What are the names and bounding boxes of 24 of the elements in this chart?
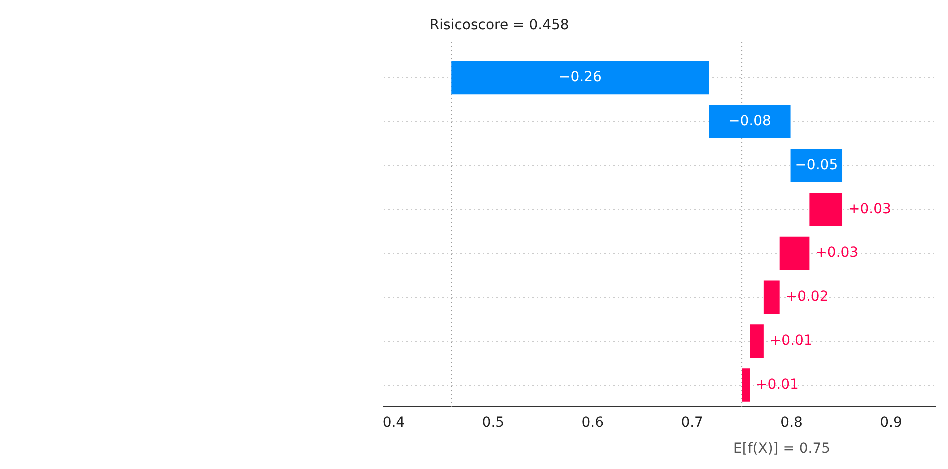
data-label: −0.05 — [795, 157, 838, 174]
bar — [764, 280, 780, 314]
data-label: −0.26 — [558, 70, 602, 86]
ref-line-label: Risicoscore = 0.458 — [430, 18, 570, 34]
x-tick-label: 0.9 — [880, 415, 902, 432]
bar — [742, 368, 750, 402]
x-tick-label: 0.8 — [780, 415, 803, 432]
x-tick-label: 0.4 — [382, 415, 406, 432]
bar — [709, 105, 791, 139]
bar — [810, 192, 843, 226]
data-label: +0.01 — [770, 332, 813, 349]
bar — [750, 324, 764, 358]
data-label: −0.08 — [728, 113, 772, 130]
data-label: +0.03 — [816, 245, 859, 262]
bar — [790, 149, 843, 182]
data-label: +0.03 — [848, 201, 892, 218]
x-tick-label: 0.6 — [582, 415, 604, 432]
bar — [780, 236, 810, 270]
bar — [452, 61, 710, 95]
data-label: +0.02 — [786, 289, 829, 306]
ref-line-label: E[f(X)] = 0.75 — [734, 440, 831, 457]
x-tick-label: 0.7 — [681, 415, 704, 432]
x-tick-label: 0.5 — [482, 415, 505, 432]
data-label: +0.01 — [756, 376, 799, 393]
